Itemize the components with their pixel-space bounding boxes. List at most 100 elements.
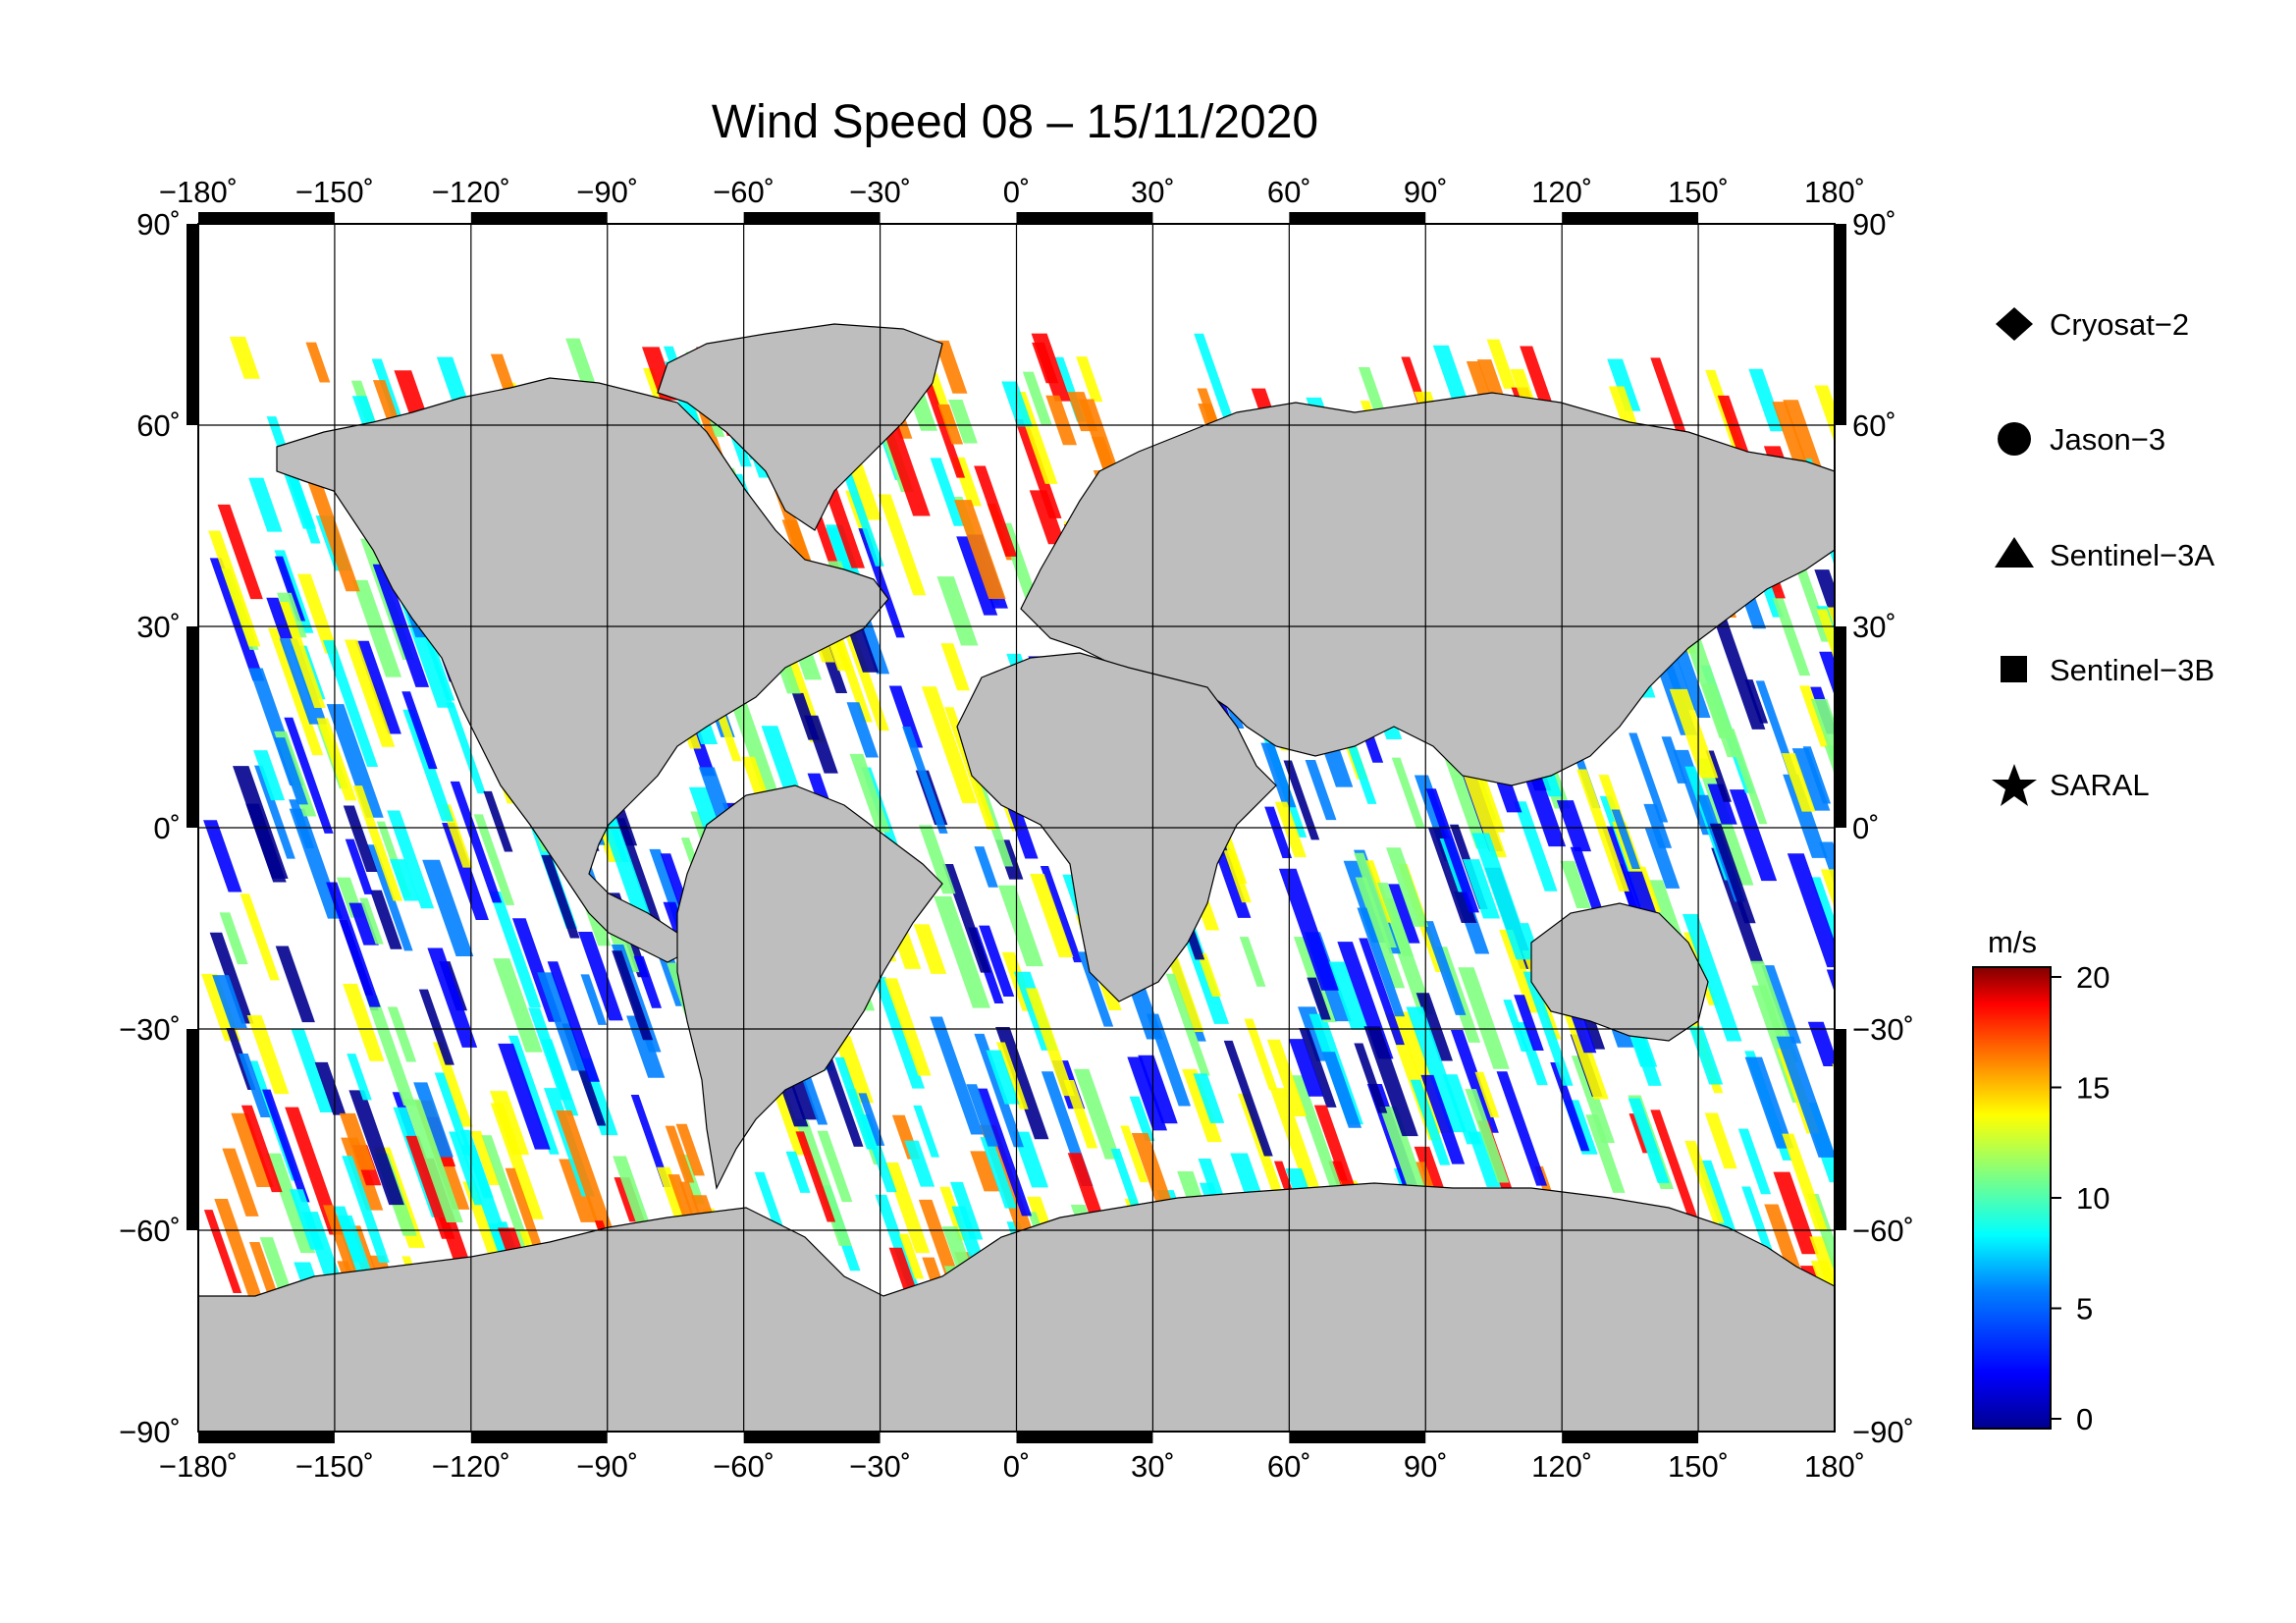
wind-swath-segment: [1458, 967, 1510, 1069]
wind-swath-segment: [1327, 961, 1368, 1030]
wind-swath-segment: [842, 625, 889, 731]
lat-tick-label: −90˚: [119, 1415, 181, 1449]
wind-swath-segment: [212, 975, 247, 1029]
wind-swath-segment: [343, 983, 385, 1061]
wind-swath-segment: [470, 1130, 501, 1186]
wind-swath-segment: [930, 1016, 984, 1135]
wind-swath-segment: [367, 844, 413, 951]
frame-bar-bottom: [1562, 1432, 1699, 1443]
wind-swath-segment: [1406, 1006, 1468, 1133]
wind-swath-segment: [541, 854, 580, 939]
wind-swath-segment: [1040, 866, 1083, 963]
lon-tick-label: 0˚: [1003, 175, 1031, 209]
legend-item-sentinel-3b: Sentinel−3B: [2001, 653, 2215, 687]
wind-swath-segment: [446, 702, 486, 794]
wind-swath-segment: [614, 818, 667, 938]
wind-swath-segment: [284, 717, 334, 834]
lon-tick-label: 90˚: [1404, 1449, 1448, 1484]
wind-swath-segment: [305, 342, 331, 383]
wind-swath-segment: [1278, 868, 1339, 991]
wind-swath-segment: [974, 846, 998, 888]
wind-swath-segment: [1025, 988, 1075, 1097]
lon-tick-label: −180˚: [159, 1449, 238, 1484]
wind-swath-segment: [1807, 1021, 1835, 1066]
wind-swath-segment: [348, 902, 379, 946]
legend-label: Cryosat−2: [2050, 307, 2189, 342]
wind-swath-segment: [266, 597, 293, 639]
wind-swath-segment: [345, 839, 374, 894]
square-icon: [2001, 656, 2027, 682]
wind-swath-segment: [422, 859, 474, 957]
wind-swath-segment: [1391, 757, 1425, 829]
wind-swath-segment: [238, 1054, 271, 1117]
latitude-labels-right: 90˚ 60˚ 30˚ 0˚ −30˚ −60˚ −90˚: [1852, 207, 1914, 1449]
wind-swath-segment: [489, 892, 542, 1008]
wind-swath-segment: [348, 1090, 404, 1206]
wind-swath-segment: [1307, 977, 1331, 1020]
wind-swath-segment: [369, 890, 402, 949]
wind-swath-segment: [1607, 358, 1641, 411]
wind-swath-segment: [483, 790, 513, 852]
wind-swath-segment: [1782, 1133, 1828, 1231]
colorbar: m/s 20 15 10 5 0: [1972, 925, 2109, 1436]
wind-swath-segment: [1814, 385, 1835, 444]
wind-swath-segment: [1688, 1026, 1724, 1085]
lon-tick-label: 150˚: [1668, 1449, 1729, 1484]
wind-swath-segment: [942, 864, 991, 973]
lat-tick-label: −60˚: [1852, 1214, 1914, 1248]
wind-swath-segment: [833, 1036, 875, 1104]
wind-swath-segment: [1022, 371, 1052, 425]
wind-swath-segment: [403, 1099, 463, 1223]
wind-swath-segment: [1388, 884, 1420, 944]
colorbar-tick-label: 5: [2076, 1292, 2093, 1326]
frame-bar-left: [187, 1029, 198, 1230]
wind-swath-segment: [1377, 897, 1434, 1015]
wind-swath-segment: [394, 370, 429, 420]
wind-swath-segment: [390, 859, 420, 901]
wind-swath-segment: [274, 737, 308, 805]
wind-swath-segment: [1386, 847, 1428, 927]
wind-swath-segment: [1744, 679, 1769, 724]
frame-bar-top: [198, 212, 335, 224]
circle-icon: [1998, 422, 2031, 456]
wind-swath-segment: [547, 961, 600, 1082]
wind-swath-segment: [1513, 801, 1558, 892]
wind-swath-segment: [1410, 1079, 1451, 1165]
wind-swath-segment: [921, 686, 978, 803]
wind-swath-segment: [351, 579, 402, 677]
wind-swath-segment: [436, 356, 469, 405]
wind-swath-segment: [449, 1131, 484, 1206]
wind-swath-segment: [1355, 877, 1406, 989]
wind-swath-segment: [858, 1093, 885, 1146]
wind-swath-segment: [1643, 803, 1673, 848]
wind-swath-segment: [559, 1159, 599, 1222]
frame-bar-top: [1289, 212, 1426, 224]
wind-swath-segment: [1031, 333, 1071, 402]
wind-swath-segment: [265, 1153, 316, 1254]
wind-swath-segment: [1462, 859, 1501, 919]
wind-swath-segment: [1783, 774, 1828, 858]
wind-swath-segment: [858, 528, 905, 638]
wind-swath-segment: [1425, 788, 1479, 913]
wind-swath-segment: [1820, 869, 1835, 909]
legend-item-saral: SARAL: [1992, 764, 2150, 806]
wind-swath-segment: [904, 1140, 935, 1187]
wind-swath-segment: [274, 556, 306, 622]
wind-swath-segment: [1741, 1186, 1776, 1258]
lon-tick-label: 30˚: [1131, 1449, 1175, 1484]
frame-bar-right: [1835, 224, 1846, 425]
wind-swath-segment: [1299, 1028, 1337, 1108]
wind-swath-segment: [934, 340, 968, 394]
wind-swath-segment: [442, 822, 489, 921]
wind-swath-segment: [413, 1082, 454, 1158]
lat-tick-label: 30˚: [1852, 610, 1896, 644]
wind-swath-segment: [966, 1084, 999, 1147]
wind-swath-segment: [1313, 1105, 1363, 1211]
wind-swath-segment: [322, 640, 379, 767]
wind-swath-segment: [240, 1105, 283, 1193]
wind-swath-segment: [997, 885, 1044, 967]
wind-swath-segment: [1357, 907, 1406, 1017]
wind-swath-segment: [326, 882, 381, 1007]
wind-swath-segment: [490, 1103, 544, 1219]
wind-swath-segment: [1776, 1036, 1835, 1158]
